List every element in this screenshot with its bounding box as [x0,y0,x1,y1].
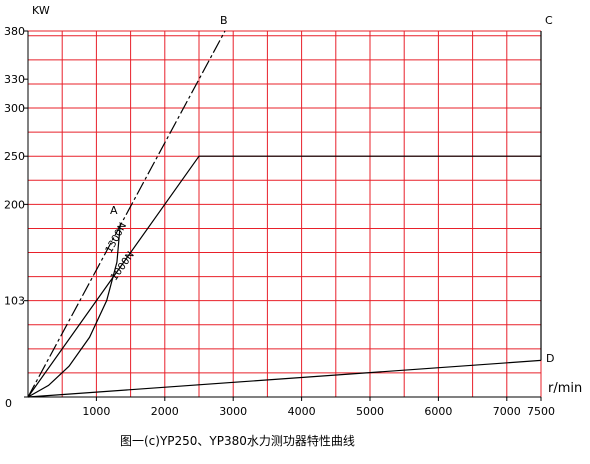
x-tick-label: 7000 [493,405,521,418]
x-tick-label: 5000 [356,405,384,418]
y-tick-label: 380 [4,25,25,38]
annotation: B [220,14,228,27]
x-tick-label: 1000 [82,405,110,418]
x-tick-label: 2000 [151,405,179,418]
y-tick-label: 330 [4,73,25,86]
series-line [27,359,542,398]
series-label: 1300N [104,221,129,255]
caption: 图一(c)YP250、YP380水力测功器特性曲线 [120,433,355,448]
series-line [27,30,226,398]
x-tick-label: 4000 [288,405,316,418]
x-tick-label: 3000 [219,405,247,418]
y-tick-label: 200 [4,198,25,211]
series-line [27,155,541,398]
y-tick-label: 250 [4,150,25,163]
y-axis-label: KW [32,4,50,17]
x-tick-label: 7500 [527,405,555,418]
x-axis-label: r/min [548,381,582,396]
y-tick-label: 0 [5,397,12,410]
annotation: D [546,352,554,365]
x-tick-label: 6000 [424,405,452,418]
y-tick-label: 103 [4,295,25,308]
annotation: C [545,14,553,27]
series-line [27,223,121,398]
annotation: A [110,204,118,217]
y-tick-label: 300 [4,102,25,115]
